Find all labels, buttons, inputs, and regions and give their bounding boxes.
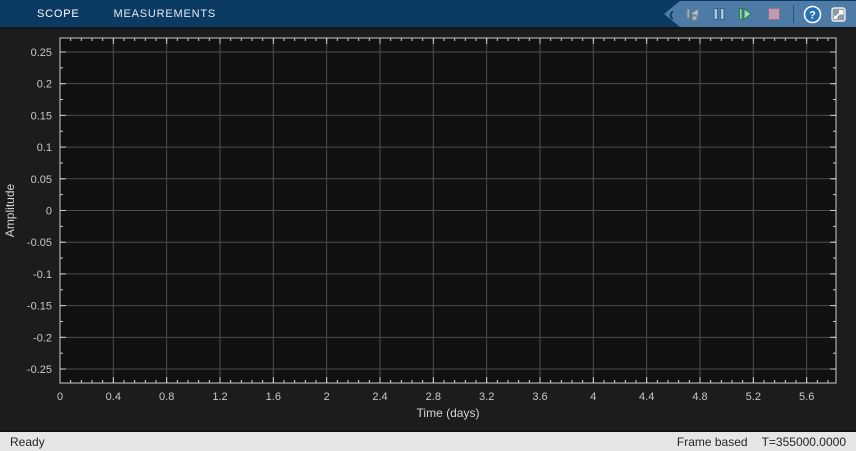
status-text: Ready	[10, 434, 45, 449]
svg-text:4.8: 4.8	[692, 391, 707, 403]
svg-text:0.15: 0.15	[31, 110, 52, 122]
step-back-icon	[686, 8, 699, 22]
scope-plot[interactable]: 0 0.4 0.8 1.2 1.6 2 2.4 2.8 3.2 3.6 4 4.4 4.8 5.2 5.6 0…	[0, 29, 856, 430]
svg-text:Amplitude: Amplitude	[3, 184, 17, 238]
svg-text:0.05: 0.05	[31, 174, 52, 186]
svg-text:-0.05: -0.05	[27, 237, 52, 249]
status-bar: Ready Frame based T=355000.0000	[0, 430, 856, 451]
step-back-button[interactable]	[682, 3, 704, 25]
pause-button[interactable]	[708, 3, 730, 25]
svg-text:5.6: 5.6	[799, 391, 814, 403]
toolbar: SCOPE MEASUREMENTS ‹	[0, 0, 856, 29]
svg-text:0.1: 0.1	[37, 142, 52, 154]
svg-text:4.4: 4.4	[639, 391, 654, 403]
scope-figure: 0 0.4 0.8 1.2 1.6 2 2.4 2.8 3.2 3.6 4 4.4 4.8 5.2 5.6 0…	[0, 29, 856, 430]
svg-text:-0.2: -0.2	[33, 332, 52, 344]
svg-text:-0.15: -0.15	[27, 301, 52, 313]
svg-text:1.6: 1.6	[266, 391, 281, 403]
svg-text:1.2: 1.2	[212, 391, 227, 403]
chevron-left-icon: ‹	[669, 2, 674, 26]
svg-text:5.2: 5.2	[746, 391, 761, 403]
step-forward-icon	[739, 7, 752, 21]
svg-text:0: 0	[57, 391, 63, 403]
frame-mode-text: Frame based	[676, 434, 748, 449]
step-forward-button[interactable]	[734, 3, 756, 25]
pause-icon	[713, 8, 725, 20]
simulation-controls: ‹	[664, 1, 856, 27]
pop-out-icon	[830, 6, 846, 22]
svg-text:0.25: 0.25	[31, 47, 52, 59]
svg-text:2: 2	[324, 391, 330, 403]
stop-button[interactable]	[763, 3, 785, 25]
svg-text:?: ?	[809, 9, 816, 21]
svg-text:Time (days): Time (days)	[417, 406, 480, 420]
svg-text:3.6: 3.6	[532, 391, 547, 403]
simulation-time-text: T=355000.0000	[761, 434, 846, 449]
svg-text:2.4: 2.4	[372, 391, 387, 403]
svg-text:0.4: 0.4	[106, 391, 121, 403]
tab-strip: SCOPE MEASUREMENTS	[0, 0, 233, 27]
tab-scope[interactable]: SCOPE	[37, 7, 80, 20]
stop-icon	[768, 8, 780, 20]
svg-text:-0.1: -0.1	[33, 269, 52, 281]
tab-measurements[interactable]: MEASUREMENTS	[113, 7, 217, 20]
svg-text:2.8: 2.8	[426, 391, 441, 403]
svg-text:0.8: 0.8	[159, 391, 174, 403]
svg-text:0.2: 0.2	[37, 79, 52, 91]
help-button[interactable]: ?	[801, 3, 823, 25]
svg-text:3.2: 3.2	[479, 391, 494, 403]
toolbar-separator	[793, 5, 794, 23]
svg-text:-0.25: -0.25	[27, 364, 52, 376]
pop-out-button[interactable]	[827, 3, 849, 25]
help-icon: ?	[803, 5, 821, 23]
status-right: Frame based T=355000.0000	[677, 435, 846, 449]
svg-text:4: 4	[590, 391, 596, 403]
svg-text:0: 0	[46, 206, 52, 218]
